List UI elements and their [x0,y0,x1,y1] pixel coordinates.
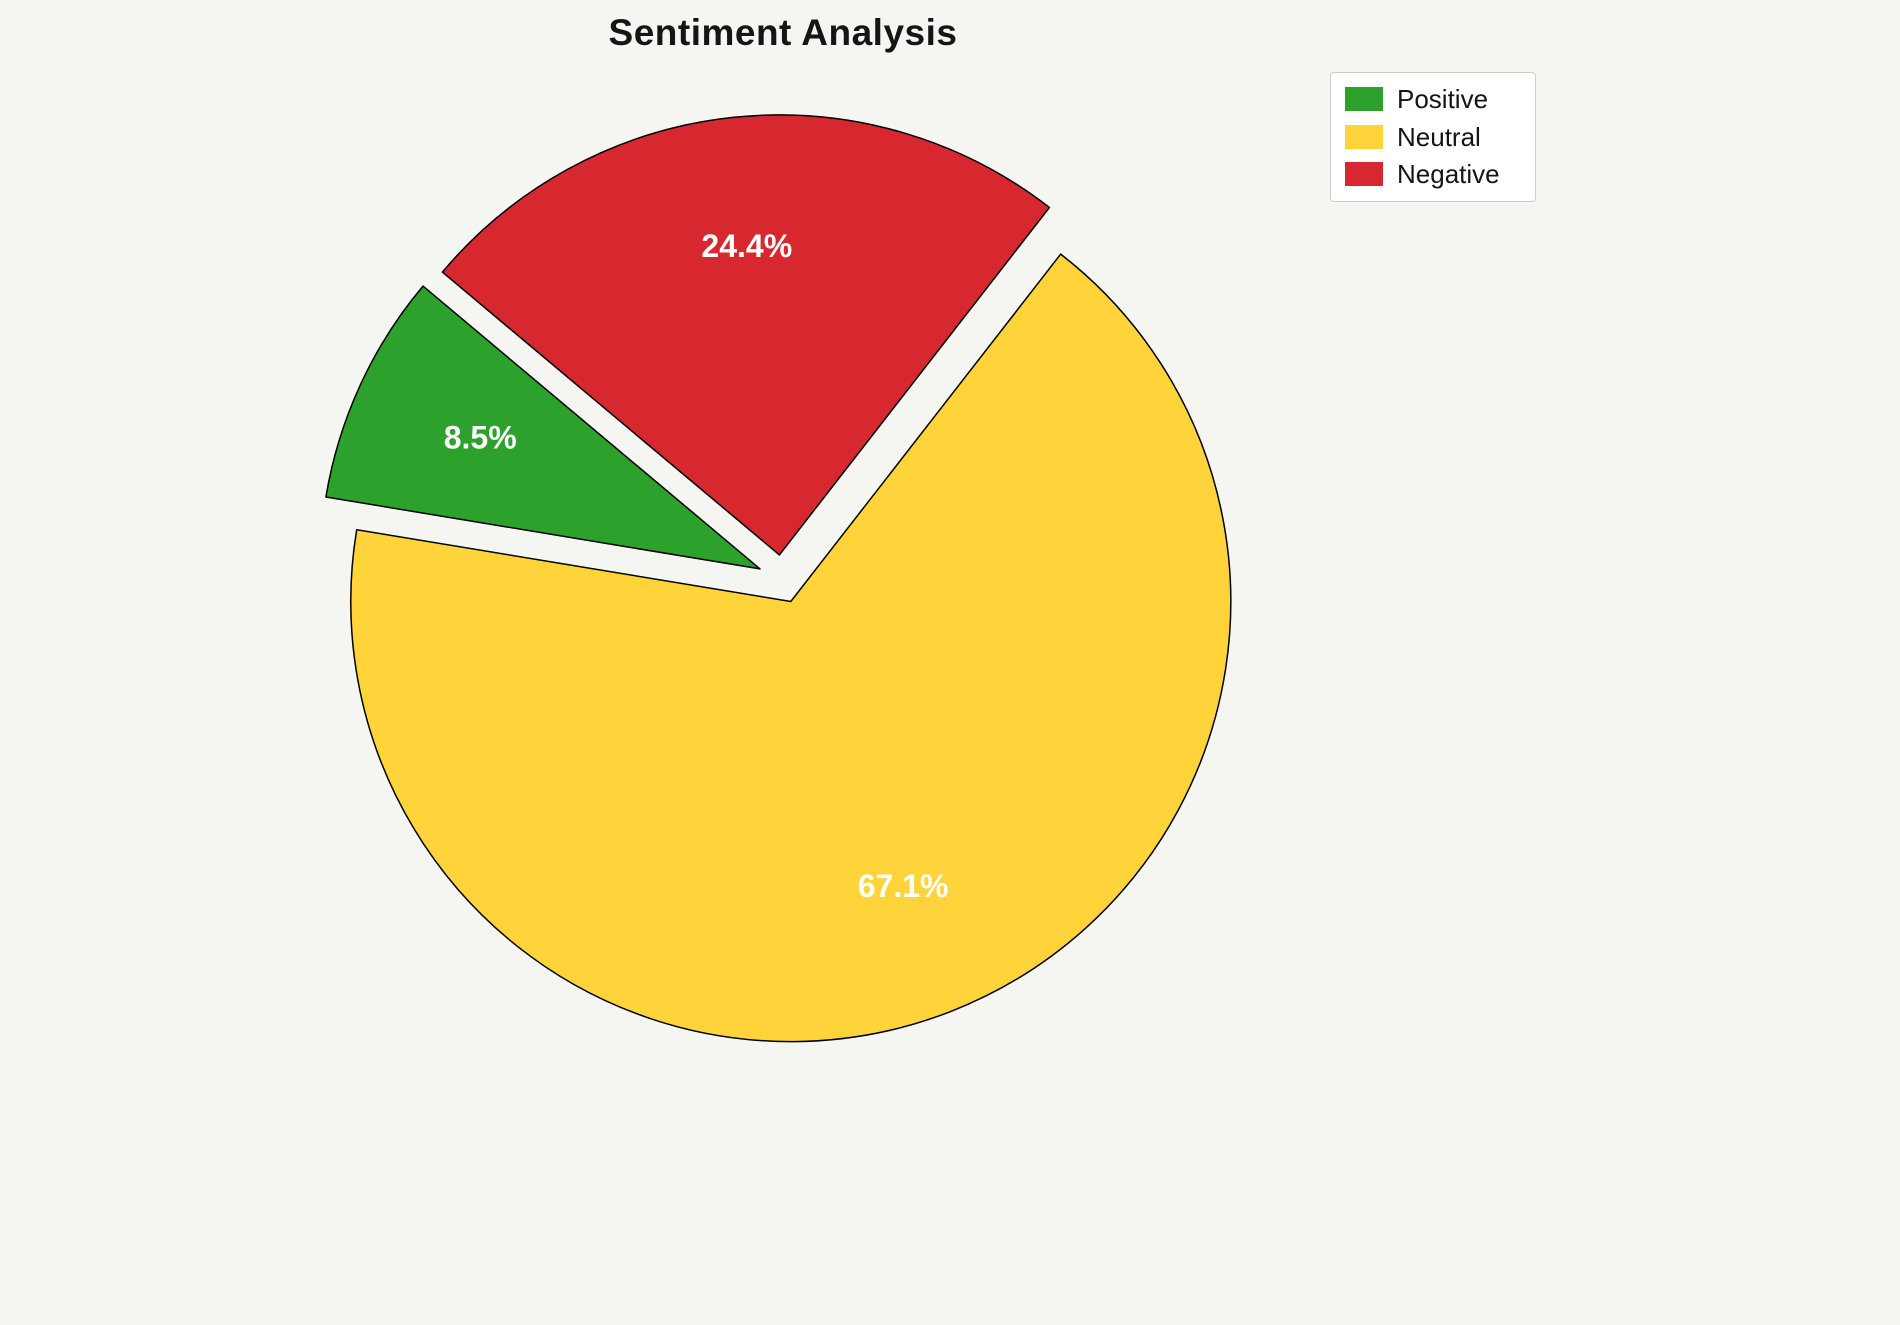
legend-swatch-negative [1345,162,1383,187]
legend: Positive Neutral Negative [1330,72,1536,202]
pie-slice-percentage-negative: 24.4% [701,228,792,264]
pie-slice-percentage-positive: 8.5% [444,420,517,456]
pie-slice-positive [325,285,761,570]
legend-label-negative: Negative [1397,159,1500,190]
legend-entry-neutral: Neutral [1345,121,1521,152]
legend-entry-negative: Negative [1345,160,1521,189]
legend-entry-positive: Positive [1345,85,1521,114]
legend-swatch-positive [1345,87,1383,112]
legend-label-neutral: Neutral [1397,121,1481,152]
legend-label-positive: Positive [1397,84,1489,114]
pie-slice-neutral [350,253,1232,1043]
pie-slice-negative [441,114,1051,556]
legend-swatch-neutral [1345,124,1383,149]
pie-slice-percentage-neutral: 67.1% [858,868,949,904]
chart-title: Sentiment Analysis [608,12,958,53]
